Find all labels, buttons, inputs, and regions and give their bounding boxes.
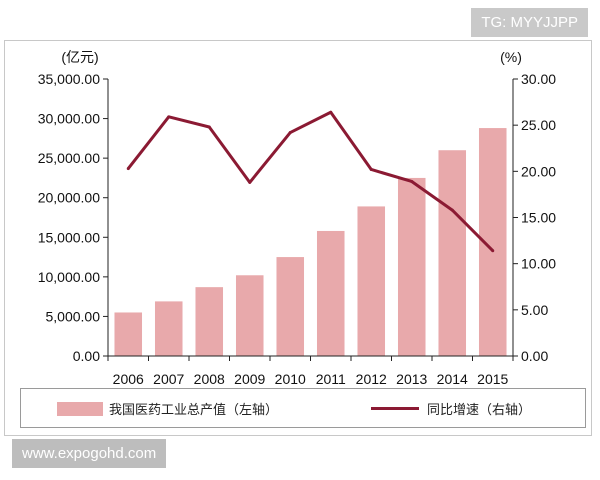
growth-point-2008 — [207, 125, 211, 129]
growth-point-2014 — [450, 208, 454, 212]
watermark-top: TG: MYYJJPP — [471, 8, 588, 37]
legend-line-label: 同比增速（右轴） — [427, 403, 532, 418]
x-tick-label: 2010 — [275, 371, 306, 387]
left-tick-label: 20,000.00 — [38, 190, 100, 206]
watermark-bottom: www.expogohd.com — [12, 439, 167, 468]
legend-item-bar: 我国医药工业总产值（左轴） — [57, 399, 278, 418]
growth-point-2010 — [288, 131, 292, 135]
legend-item-line: 同比增速（右轴） — [371, 399, 531, 418]
x-tick-label: 2007 — [153, 371, 184, 387]
growth-line — [127, 110, 494, 252]
growth-point-2009 — [248, 180, 252, 184]
growth-point-2012 — [369, 167, 373, 171]
bar-2012 — [357, 206, 386, 356]
growth-point-2013 — [410, 179, 414, 183]
left-tick-label: 10,000.00 — [38, 269, 100, 285]
x-tick-label: 2015 — [477, 371, 508, 387]
x-tick-label: 2009 — [234, 371, 265, 387]
right-tick-label: 30.00 — [521, 71, 556, 87]
x-tick-label: 2012 — [356, 371, 387, 387]
left-tick-label: 15,000.00 — [38, 229, 100, 245]
right-tick-label: 20.00 — [521, 163, 556, 179]
growth-point-2015 — [491, 249, 495, 253]
legend-bar-label: 我国医药工业总产值（左轴） — [109, 403, 279, 418]
growth-point-2007 — [167, 115, 171, 119]
growth-point-2011 — [329, 110, 333, 114]
left-tick-label: 30,000.00 — [38, 111, 100, 127]
right-tick-label: 15.00 — [521, 210, 556, 226]
x-tick-label: 2006 — [113, 371, 144, 387]
bar-2009 — [235, 275, 264, 356]
bar-2011 — [316, 230, 345, 356]
bar-2007 — [154, 301, 183, 356]
bar-2014 — [438, 150, 467, 356]
right-tick-label: 5.00 — [521, 302, 548, 318]
right-tick-label: 10.00 — [521, 256, 556, 272]
x-tick-label: 2011 — [316, 371, 346, 387]
left-tick-label: 25,000.00 — [38, 150, 100, 166]
left-tick-label: 0.00 — [73, 348, 100, 364]
legend-bar-swatch — [57, 401, 103, 416]
right-axis-label: (%) — [500, 49, 522, 65]
legend: 我国医药工业总产值（左轴） 同比增速（右轴） — [20, 388, 586, 428]
right-tick-label: 0.00 — [521, 348, 548, 364]
left-tick-label: 5,000.00 — [46, 308, 101, 324]
left-axis-label: (亿元) — [61, 49, 98, 65]
right-tick-label: 25.00 — [521, 117, 556, 133]
growth-point-2006 — [126, 167, 130, 171]
bar-2008 — [195, 287, 224, 356]
bar-2010 — [276, 257, 305, 356]
legend-line-swatch — [371, 407, 419, 410]
x-tick-label: 2008 — [194, 371, 225, 387]
left-tick-label: 35,000.00 — [38, 71, 100, 87]
bar-2006 — [114, 312, 143, 356]
x-tick-label: 2014 — [437, 371, 468, 387]
x-tick-label: 2013 — [396, 371, 427, 387]
bar-2013 — [397, 177, 426, 356]
